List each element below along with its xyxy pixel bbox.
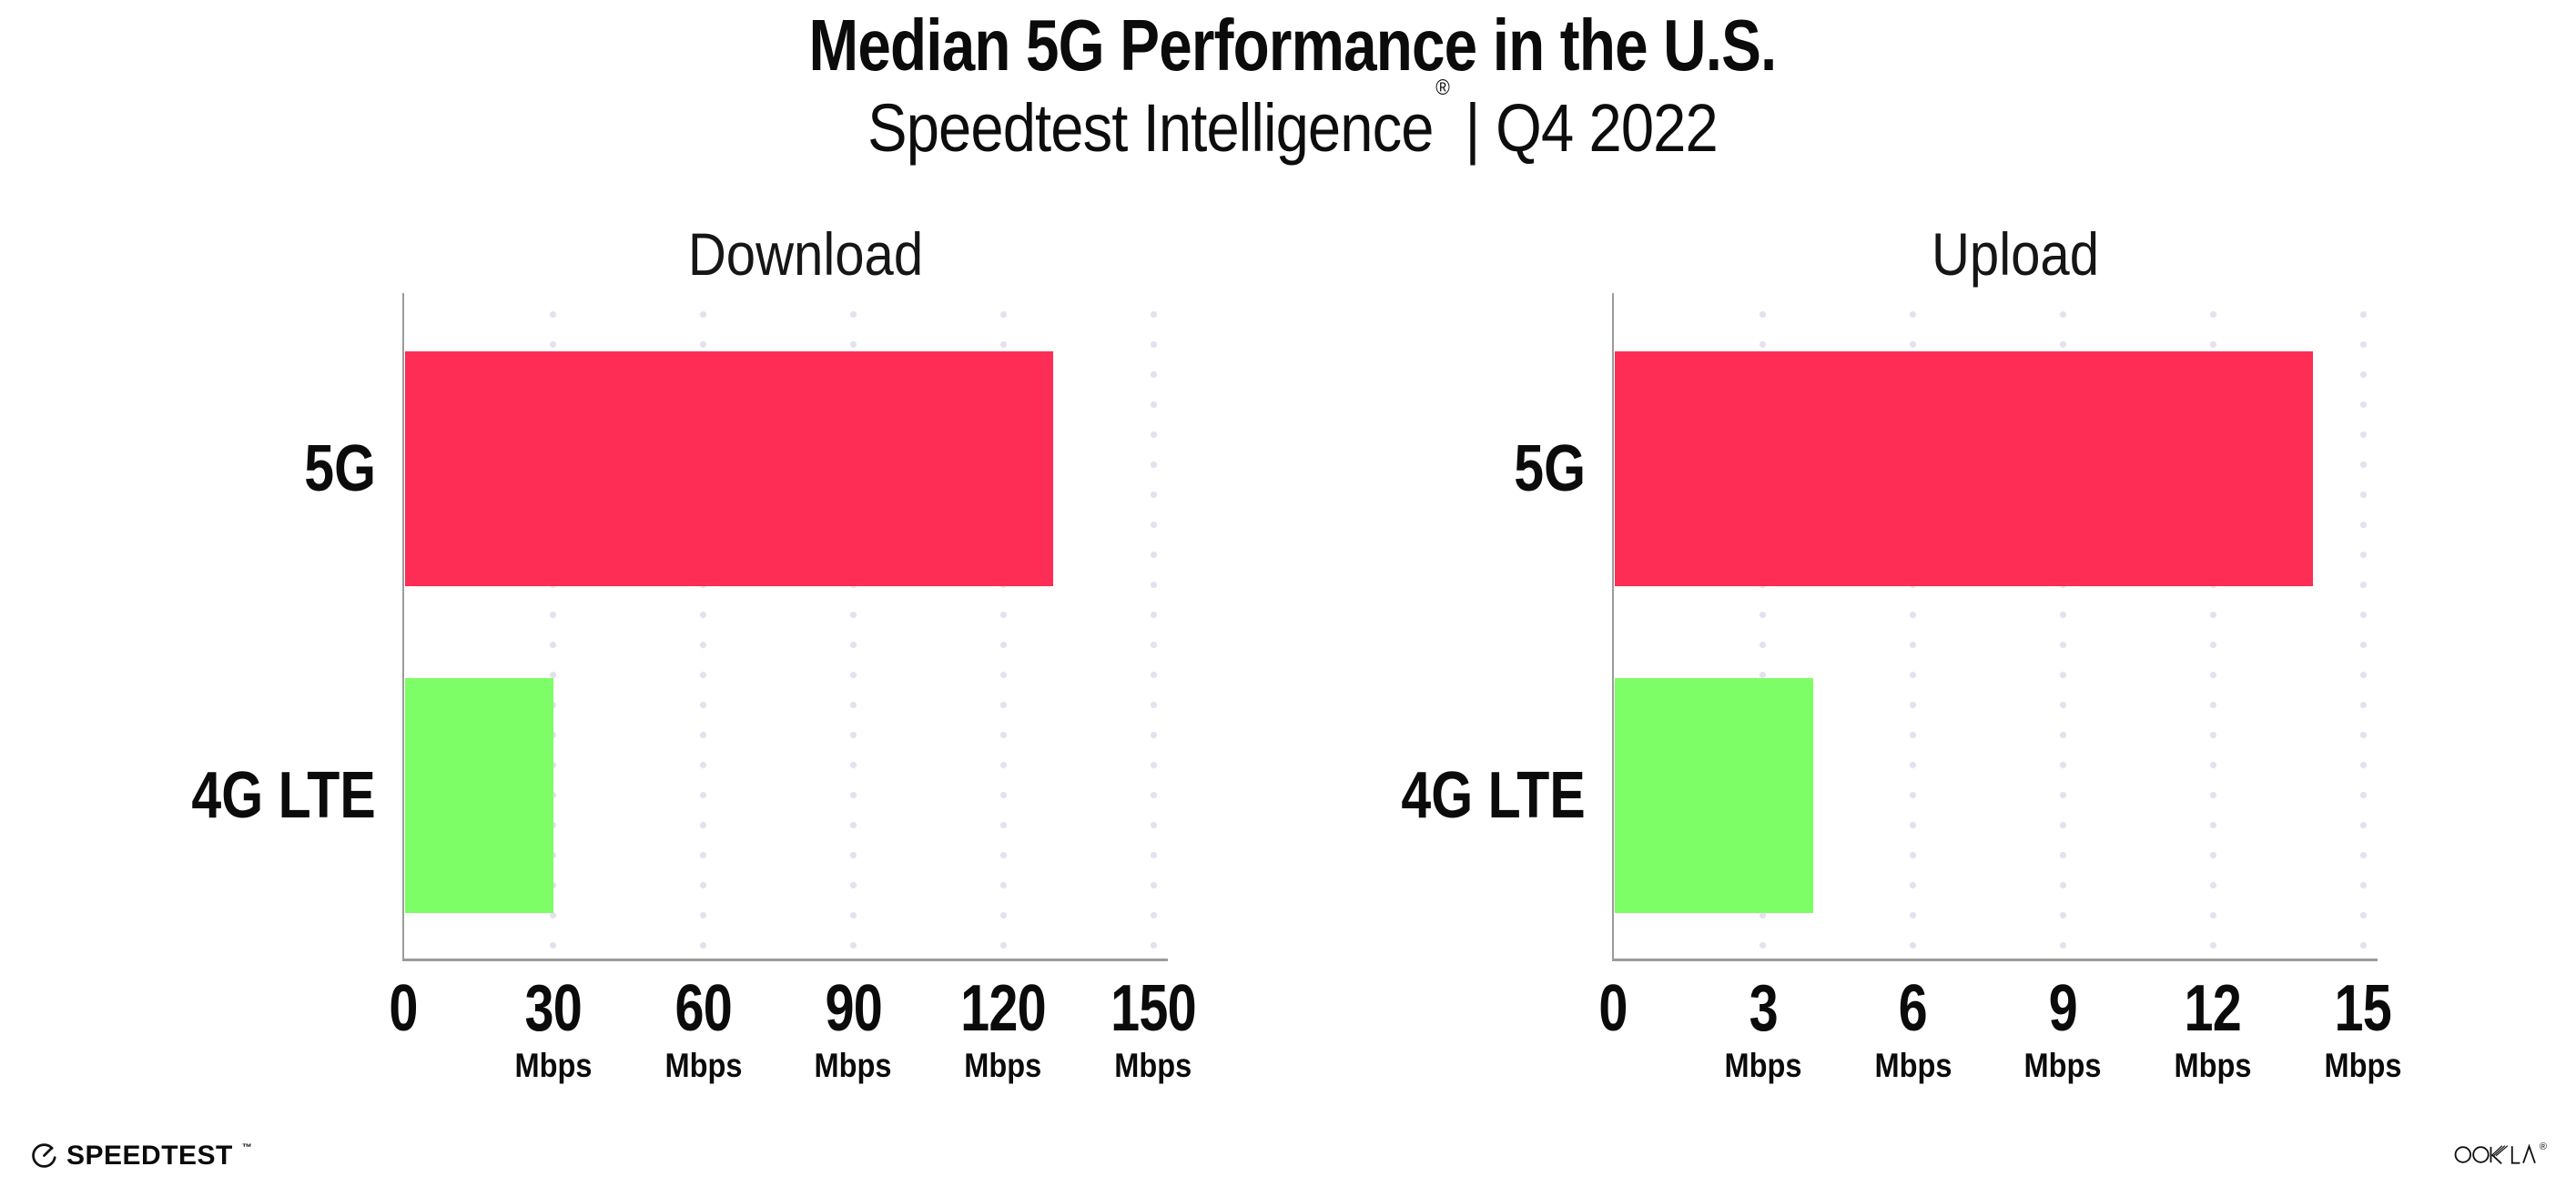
x-tick-value: 90 <box>825 972 882 1045</box>
gridline-60 <box>699 299 708 959</box>
bar-4g-lte <box>405 678 553 913</box>
x-tick-value: 60 <box>674 972 732 1045</box>
speedtest-wordmark: SPEEDTEST <box>66 1140 233 1171</box>
x-tick-value: 150 <box>1111 972 1197 1045</box>
x-axis-line <box>402 959 1168 961</box>
x-tick-value: 120 <box>960 972 1047 1045</box>
subtitle-separator: | <box>1465 90 1481 166</box>
page-title-text: Median 5G Performance in the U.S. <box>808 5 1778 86</box>
x-tick-unit: Mbps <box>1724 1047 1802 1084</box>
gridline-9 <box>2058 299 2067 959</box>
gridline-3 <box>1759 299 1768 959</box>
x-tick-value: 12 <box>2184 972 2242 1045</box>
y-axis-line <box>402 293 404 959</box>
x-tick-15: 15 Mbps <box>2319 976 2408 1082</box>
x-tick-9: 9 Mbps <box>2019 976 2107 1082</box>
speedtest-gauge-icon <box>32 1143 56 1168</box>
x-tick-unit: Mbps <box>814 1047 892 1084</box>
x-tick-30: 30 Mbps <box>509 976 597 1082</box>
x-tick-0: 0 <box>385 976 421 1041</box>
gridline-150 <box>1149 299 1158 959</box>
x-tick-unit: Mbps <box>1874 1047 1952 1084</box>
bar-4g-lte <box>1615 678 1813 913</box>
x-tick-value: 6 <box>1898 972 1928 1045</box>
page-subtitle: Speedtest Intelligence® | Q4 2022 <box>809 76 1775 166</box>
y-category-label-4g-lte: 4G LTE <box>1401 759 1586 832</box>
x-tick-unit: Mbps <box>2023 1047 2102 1084</box>
trademark-mark: ™ <box>241 1141 252 1153</box>
x-tick-unit: Mbps <box>964 1047 1042 1084</box>
chart-title-upload: Upload <box>1931 220 2100 288</box>
x-tick-value: 3 <box>1749 972 1778 1045</box>
x-tick-3: 3 Mbps <box>1719 976 1807 1082</box>
x-tick-12: 12 Mbps <box>2169 976 2257 1082</box>
x-tick-value: 0 <box>1598 972 1628 1045</box>
x-tick-unit: Mbps <box>514 1047 593 1084</box>
x-tick-unit: Mbps <box>2174 1047 2252 1084</box>
x-tick-150: 150 Mbps <box>1100 976 1206 1082</box>
x-tick-value: 15 <box>2334 972 2392 1045</box>
bar-5g <box>1615 351 2314 586</box>
gridline-12 <box>2208 299 2217 959</box>
x-tick-6: 6 Mbps <box>1869 976 1957 1082</box>
x-tick-unit: Mbps <box>2324 1047 2402 1084</box>
x-axis-line <box>1612 959 2378 961</box>
x-tick-90: 90 Mbps <box>809 976 898 1082</box>
gridline-15 <box>2358 299 2368 959</box>
y-category-label-4g-lte: 4G LTE <box>191 759 376 832</box>
gridline-30 <box>549 299 558 959</box>
y-axis-line <box>1612 293 1614 959</box>
y-category-label-5g: 5G <box>304 432 376 505</box>
x-tick-0: 0 <box>1595 976 1630 1041</box>
registered-mark: ® <box>2539 1141 2547 1152</box>
x-tick-value: 30 <box>524 972 583 1045</box>
gridline-90 <box>848 299 857 959</box>
x-tick-unit: Mbps <box>664 1047 743 1084</box>
chart-title-download: Download <box>687 220 924 288</box>
x-tick-value: 9 <box>2048 972 2078 1045</box>
speedtest-logo: SPEEDTEST ™ <box>30 1141 252 1170</box>
x-tick-unit: Mbps <box>1114 1047 1192 1084</box>
ookla-wordmark-icon <box>2454 1143 2536 1164</box>
gridline-120 <box>999 299 1008 959</box>
registered-mark: ® <box>1435 76 1450 101</box>
page-title: Median 5G Performance in the U.S. <box>703 5 1882 86</box>
ookla-logo: ® <box>2454 1141 2547 1166</box>
subtitle-period: Q4 2022 <box>1496 90 1719 166</box>
x-tick-value: 0 <box>389 972 418 1045</box>
bar-5g <box>405 351 1054 586</box>
y-category-label-5g: 5G <box>1514 432 1586 505</box>
x-tick-120: 120 Mbps <box>950 976 1057 1082</box>
gridline-6 <box>1909 299 1918 959</box>
subtitle-brand: Speedtest Intelligence <box>867 90 1434 166</box>
x-tick-60: 60 Mbps <box>659 976 747 1082</box>
